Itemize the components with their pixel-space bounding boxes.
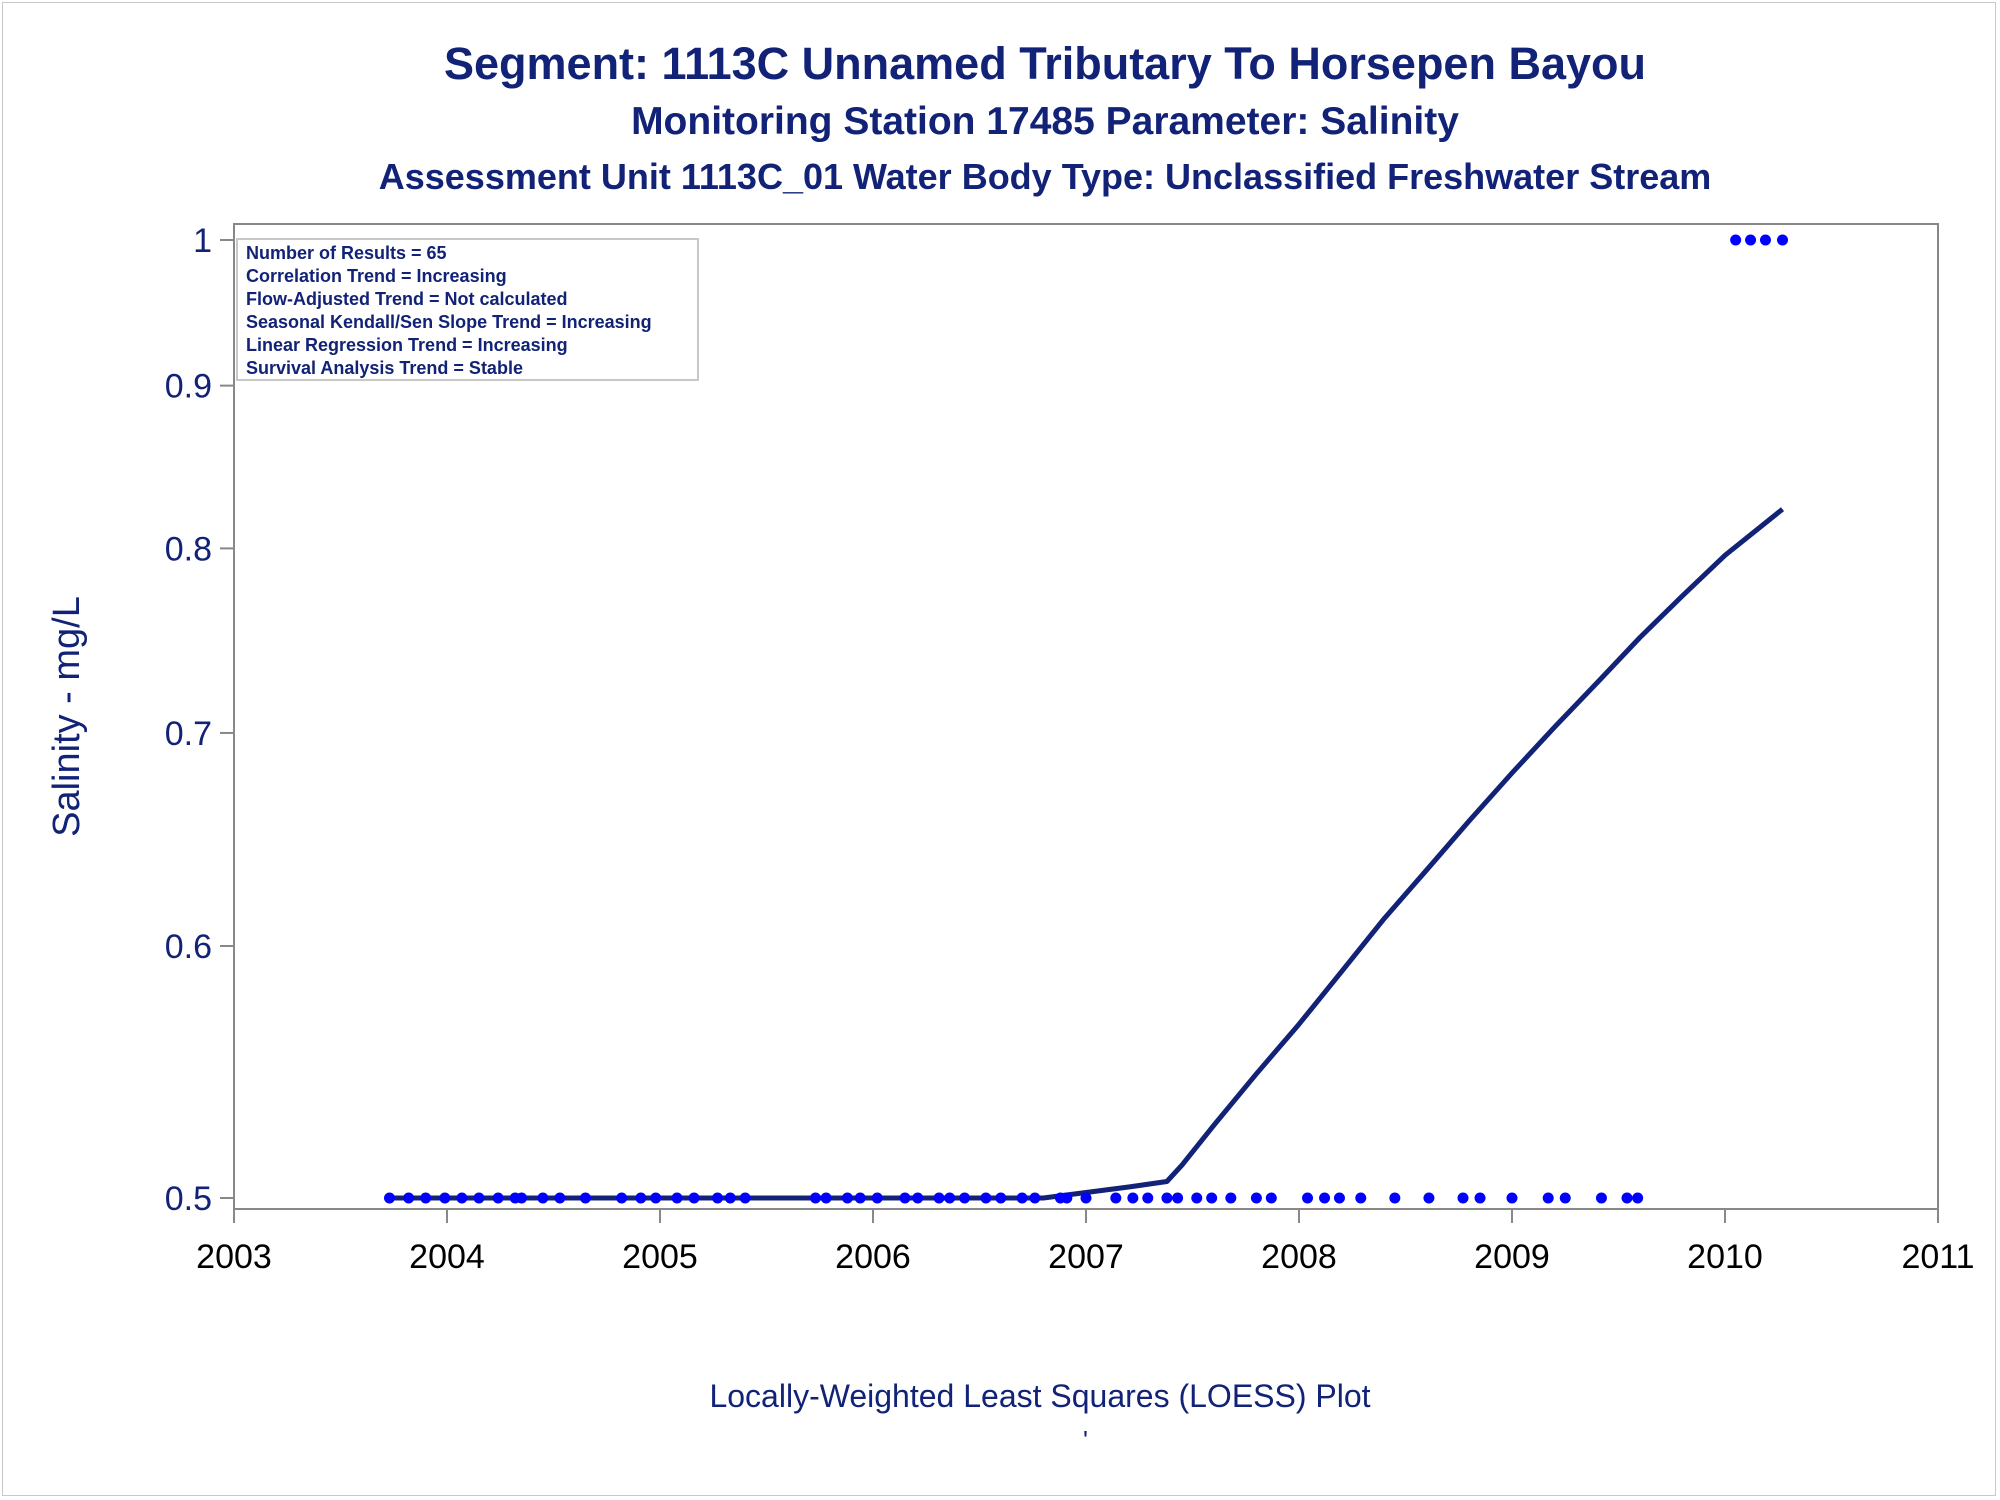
data-point (439, 1192, 451, 1204)
data-point (854, 1192, 866, 1204)
data-point (1250, 1192, 1262, 1204)
data-point (420, 1192, 432, 1204)
y-tick-label: 0.5 (165, 1180, 212, 1218)
data-point (492, 1192, 504, 1204)
data-point (912, 1192, 924, 1204)
data-point (820, 1192, 832, 1204)
x-tick-label: 2008 (1261, 1238, 1337, 1276)
data-point (1225, 1192, 1237, 1204)
data-point (1506, 1192, 1518, 1204)
data-point (1632, 1192, 1644, 1204)
x-tick-label: 2011 (1901, 1238, 1974, 1276)
data-point (1542, 1192, 1554, 1204)
loess-line (389, 507, 1785, 1201)
y-tick-label: 0.7 (165, 715, 212, 753)
data-point (739, 1192, 751, 1204)
stats-line: Correlation Trend = Increasing (246, 266, 507, 286)
data-point (554, 1192, 566, 1204)
data-point (1206, 1192, 1218, 1204)
data-point (1016, 1192, 1028, 1204)
data-point (650, 1192, 662, 1204)
stats-line: Number of Results = 65 (246, 243, 447, 263)
data-point (579, 1192, 591, 1204)
data-point (1061, 1192, 1073, 1204)
x-tick-label: 2006 (835, 1238, 911, 1276)
x-tick-label: 2005 (622, 1238, 698, 1276)
data-point (383, 1192, 395, 1204)
chart-subtitle-assessment: Assessment Unit 1113C_01 Water Body Type… (378, 156, 1712, 197)
stats-line: Linear Regression Trend = Increasing (246, 335, 568, 355)
x-tick-label: 2004 (409, 1238, 485, 1276)
stats-line: Seasonal Kendall/Sen Slope Trend = Incre… (246, 312, 652, 332)
data-point (1559, 1192, 1571, 1204)
data-point (1172, 1192, 1184, 1204)
data-point (1745, 234, 1757, 246)
stats-line: Flow-Adjusted Trend = Not calculated (246, 289, 568, 309)
data-point (403, 1192, 415, 1204)
data-point (980, 1192, 992, 1204)
data-point (671, 1192, 683, 1204)
data-point (1319, 1192, 1331, 1204)
data-point (871, 1192, 883, 1204)
x-tick-label: 2007 (1048, 1238, 1124, 1276)
data-point (841, 1192, 853, 1204)
data-point (1191, 1192, 1203, 1204)
data-point (1777, 234, 1789, 246)
footer-mark: ' (1083, 1425, 1088, 1455)
y-tick-label: 0.8 (165, 530, 212, 568)
data-point (724, 1192, 736, 1204)
data-point (1029, 1192, 1041, 1204)
chart-title: Segment: 1113C Unnamed Tributary To Hors… (444, 38, 1646, 89)
data-point (933, 1192, 945, 1204)
data-point (537, 1192, 549, 1204)
data-point (1474, 1192, 1486, 1204)
data-point (456, 1192, 468, 1204)
y-tick-label: 1 (193, 222, 212, 260)
data-point (1457, 1192, 1469, 1204)
data-point (635, 1192, 647, 1204)
data-point (899, 1192, 911, 1204)
data-point (473, 1192, 485, 1204)
data-point (1161, 1192, 1173, 1204)
data-point (995, 1192, 1007, 1204)
data-point (1595, 1192, 1607, 1204)
data-point (516, 1192, 528, 1204)
data-point (1302, 1192, 1314, 1204)
data-point (1333, 1192, 1345, 1204)
footnote: Locally-Weighted Least Squares (LOESS) P… (709, 1378, 1371, 1414)
data-point (809, 1192, 821, 1204)
stats-box (236, 238, 699, 381)
y-tick-label: 0.9 (165, 368, 212, 406)
data-point (1389, 1192, 1401, 1204)
data-point (1265, 1192, 1277, 1204)
data-point (1621, 1192, 1633, 1204)
data-point (616, 1192, 628, 1204)
data-point (1355, 1192, 1367, 1204)
data-point (1142, 1192, 1154, 1204)
stats-line: Survival Analysis Trend = Stable (246, 358, 523, 378)
data-point (1730, 234, 1742, 246)
x-tick-label: 2003 (196, 1238, 272, 1276)
x-tick-label: 2010 (1687, 1238, 1763, 1276)
x-tick-label: 2009 (1474, 1238, 1550, 1276)
data-point (1759, 234, 1771, 246)
data-point (688, 1192, 700, 1204)
data-point (959, 1192, 971, 1204)
y-tick-label: 0.6 (165, 928, 212, 966)
chart-subtitle-station: Monitoring Station 17485 Parameter: Sali… (631, 100, 1459, 143)
data-point (1110, 1192, 1122, 1204)
y-axis-label: Salinity - mg/L (46, 596, 88, 837)
data-point (1423, 1192, 1435, 1204)
data-point (1080, 1192, 1092, 1204)
data-point (944, 1192, 956, 1204)
data-point (1127, 1192, 1139, 1204)
data-point (712, 1192, 724, 1204)
